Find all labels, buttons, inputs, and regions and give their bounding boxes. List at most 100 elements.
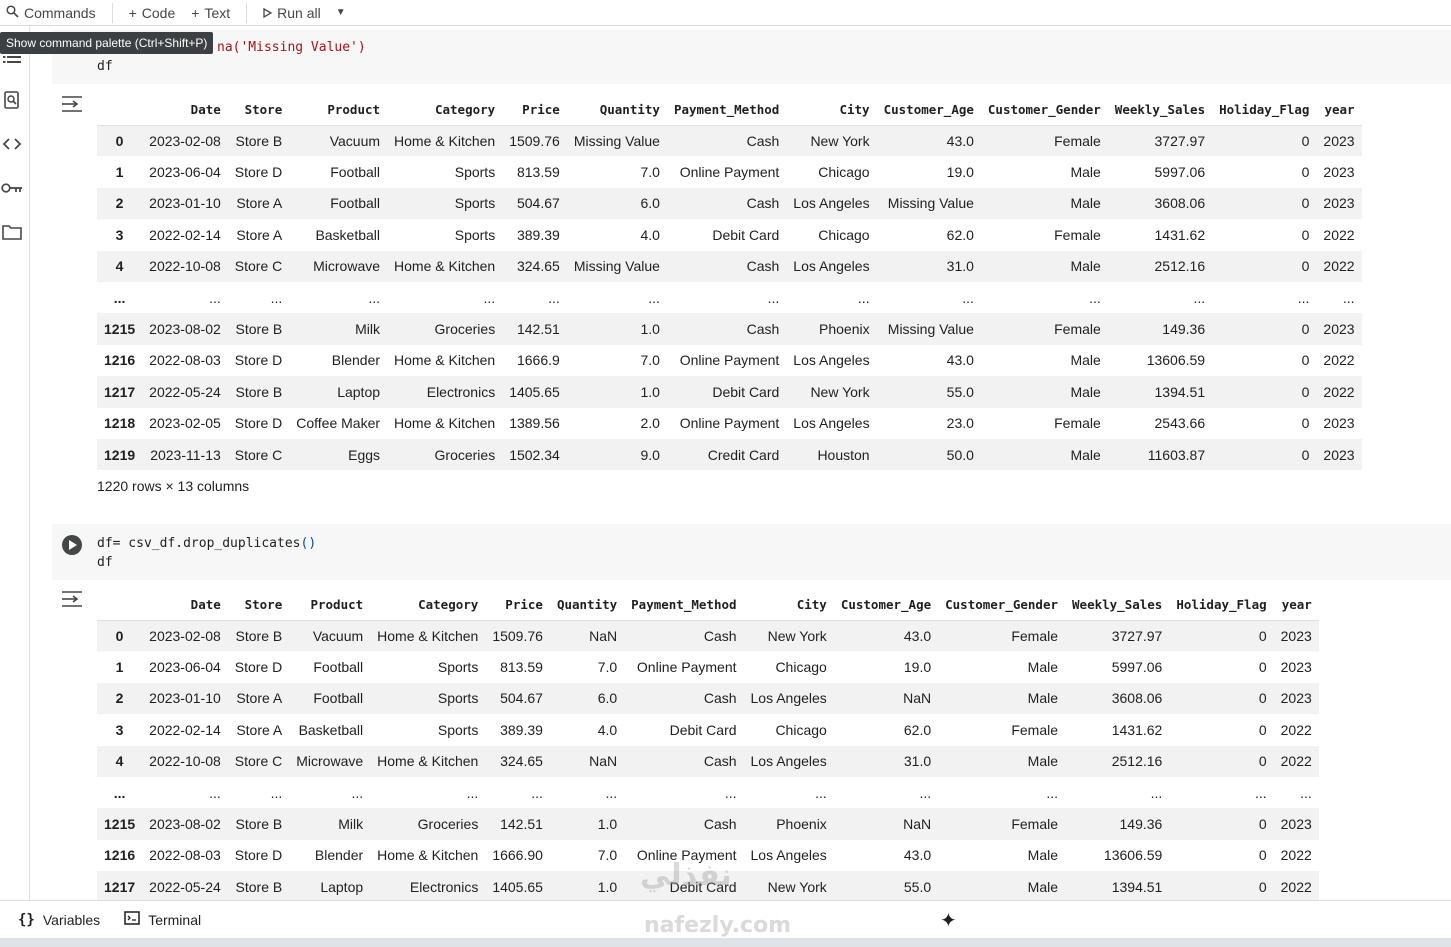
code-cell-2[interactable]: df= csv_df.drop_duplicates() df [52,524,1451,580]
table-cell: 2023-06-04 [149,164,221,181]
table-cell: Los Angeles [750,847,827,864]
table-cell: 0 [1301,352,1310,369]
table-cell: 2023 [1323,415,1355,432]
table-cell: Football [313,659,364,676]
column-header: Price [502,95,567,126]
table-cell: Store B [227,313,290,345]
table-cell: 2023-08-02 [142,808,228,840]
table-cell: 2022-05-24 [142,871,228,903]
table-cell: 149.36 [1065,808,1170,840]
table-cell: Los Angeles [743,745,834,777]
table-cell: 0 [1169,808,1274,840]
table-cell: 1666.90 [492,847,543,864]
table-cell: Female [1011,721,1059,738]
add-code-button[interactable]: + Code [121,0,184,26]
table-cell: Home & Kitchen [370,745,486,777]
variables-label: Variables [42,911,101,928]
table-cell: 2543.66 [1154,415,1206,432]
table-cell: 2023 [1316,438,1362,471]
folder-icon[interactable] [1,221,23,243]
table-cell: 1394.51 [1065,871,1170,903]
table-cell: 0 [1212,376,1317,408]
table-row: 0 2023-02-08 Store B Vacuum Home & Kitchen 15… [97,620,1319,652]
table-cell: 2022 [1316,250,1362,282]
table-cell: 0 [1212,313,1317,345]
row-index: 1215 [97,808,143,840]
table-cell: 0 [1169,682,1274,715]
table-cell: 5997.06 [1154,164,1206,181]
table-cell: 31.0 [833,745,939,777]
table-cell: 142.51 [485,808,550,840]
table-cell: Chicago [775,721,827,738]
row-index: 1215 [97,313,143,345]
code-cell-1[interactable]: na('Missing Value') df [52,30,1451,84]
table-cell: Store C [227,745,290,777]
table-cell: 2023 [1273,620,1319,652]
table-cell: Los Angeles [786,187,877,220]
table-cell: 2022-05-24 [142,376,228,408]
row-index: 0 [97,620,143,652]
table-cell: 0 [1301,164,1310,181]
table-cell: Cash [624,682,744,715]
commands-label: Commands [24,4,96,21]
table-cell: Coffee Maker [296,415,381,432]
table-cell: 1431.62 [1154,226,1206,243]
column-header: Payment_Method [666,95,787,126]
table-cell: NaN [549,745,625,777]
table-cell: 2512.16 [1107,250,1213,282]
table-cell: 1509.76 [485,620,550,652]
run-all-button[interactable]: Run all ▼ [255,0,354,26]
column-header: Weekly_Sales [1107,95,1213,126]
table-cell: Cash [624,745,744,777]
code-cell-1-source[interactable]: na('Missing Value') df [97,38,366,76]
table-cell: Store D [234,415,283,432]
table-cell: 0 [1212,187,1317,220]
toolbar-divider [246,2,248,23]
row-index: 1218 [104,415,136,432]
output-options-icon[interactable] [61,589,83,609]
table-cell: Cash [666,187,787,220]
key-icon[interactable] [1,177,23,199]
table-cell: Football [289,187,388,220]
caret-down-icon[interactable]: ▼ [335,7,346,18]
terminal-button[interactable]: Terminal [124,911,201,928]
variables-button[interactable]: {} Variables [18,912,100,928]
table-cell: 2023 [1323,164,1355,181]
table-cell: Milk [289,808,371,840]
table-cell: Home & Kitchen [394,352,496,369]
table-cell: ... [724,784,737,801]
output-options-icon[interactable] [61,94,83,114]
table-cell: Male [980,187,1108,220]
table-cell: 2023 [1316,187,1362,220]
table-cell: Store B [227,808,290,840]
add-text-button[interactable]: + Text [183,0,238,26]
code-cell-2-source[interactable]: df= csv_df.drop_duplicates() df [97,534,316,572]
table-cell: Debit Card [712,226,780,243]
table-cell: 13606.59 [1103,847,1163,864]
table-header-row: Date Store Product Category Price Quantity Pay… [97,95,1362,126]
table-cell: 0 [1212,438,1317,471]
sparkle-icon[interactable]: ✦ [940,910,957,932]
index-header [97,95,143,126]
table-cell: 5997.06 [1111,659,1163,676]
table-cell: 7.0 [597,847,618,864]
code-label: Code [141,4,176,21]
table-cell: 6.0 [549,682,625,715]
table-cell: 2022 [1316,376,1362,408]
row-index: 1217 [97,376,143,408]
column-header: Customer_Gender [938,590,1066,621]
table-cell: Football [289,682,371,715]
column-header: Store [227,590,290,621]
table-cell: Male [1027,659,1059,676]
column-header: Customer_Age [833,590,939,621]
code-snippets-icon[interactable] [1,133,23,155]
commands-button[interactable]: Commands [0,0,104,26]
find-icon[interactable] [1,89,23,111]
table-cell: 813.59 [516,164,560,181]
table-row: 3 2022-02-14 Store A Basketball Sports 389.39… [97,714,1319,745]
run-cell-icon[interactable] [62,535,82,555]
table-cell: Missing Value [876,187,981,220]
table-cell: 2022 [1323,352,1355,369]
table-cell: Male [980,250,1108,282]
table-cell: 3727.97 [1065,620,1170,652]
